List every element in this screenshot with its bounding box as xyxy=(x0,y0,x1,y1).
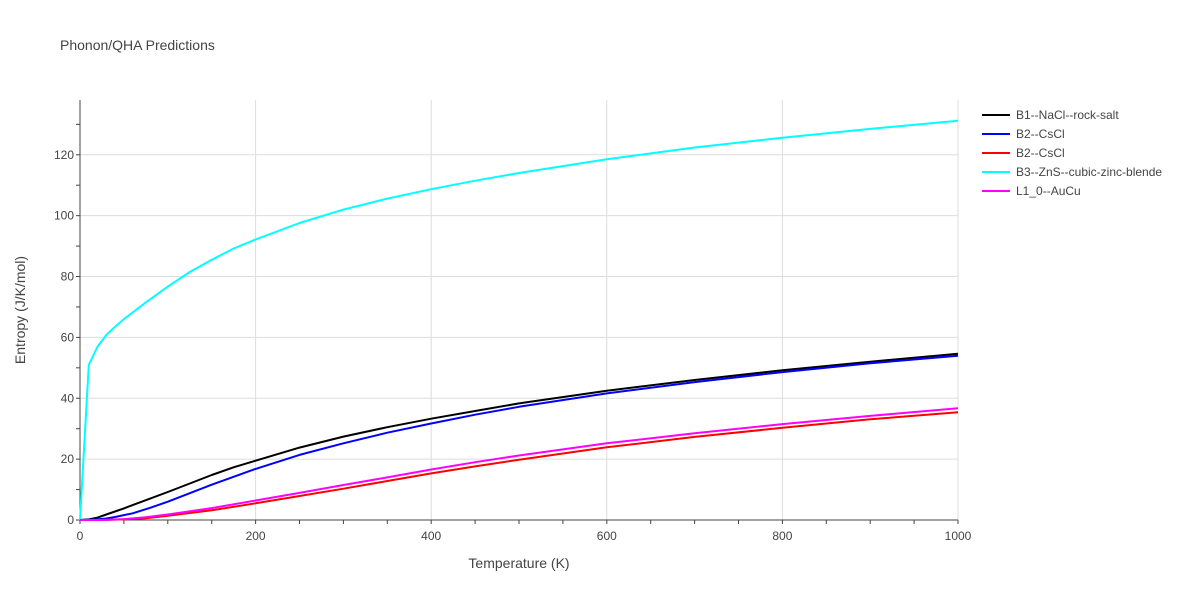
legend[interactable]: B1--NaCl--rock-salt B2--CsCl B2--CsCl B3--Z… xyxy=(982,108,1162,198)
y-tick-label: 120 xyxy=(54,148,74,162)
series-line-1 xyxy=(79,354,959,521)
legend-item-2[interactable]: B2--CsCl xyxy=(982,146,1065,160)
x-tick-label: 0 xyxy=(77,529,84,543)
series-line-2 xyxy=(80,411,959,521)
y-tick-label: 80 xyxy=(61,270,75,284)
series-group xyxy=(79,119,959,521)
chart-title: Phonon/QHA Predictions xyxy=(60,37,215,53)
y-tick-labels: 0 20 40 60 80 100 120 xyxy=(54,148,74,527)
series-line-0 xyxy=(79,352,959,521)
legend-item-3[interactable]: B3--ZnS--cubic-zinc-blende xyxy=(982,165,1162,179)
legend-label: L1_0--AuCu xyxy=(1016,184,1081,198)
y-tick-label: 40 xyxy=(61,391,75,405)
series-line-3 xyxy=(79,119,959,521)
legend-item-1[interactable]: B2--CsCl xyxy=(982,127,1065,141)
grid xyxy=(80,100,959,520)
x-tick-labels: 0 200 400 600 800 1000 xyxy=(77,529,972,543)
x-axis-label: Temperature (K) xyxy=(468,555,569,571)
legend-label: B3--ZnS--cubic-zinc-blende xyxy=(1016,165,1162,179)
legend-item-4[interactable]: L1_0--AuCu xyxy=(982,184,1081,198)
y-tick-label: 60 xyxy=(61,330,75,344)
series-line-4 xyxy=(80,407,959,521)
x-tick-label: 600 xyxy=(597,529,617,543)
legend-item-0[interactable]: B1--NaCl--rock-salt xyxy=(982,108,1119,122)
y-tick-label: 0 xyxy=(67,513,74,527)
legend-label: B1--NaCl--rock-salt xyxy=(1016,108,1119,122)
x-tick-label: 400 xyxy=(421,529,441,543)
legend-label: B2--CsCl xyxy=(1016,127,1065,141)
x-tick-label: 1000 xyxy=(945,529,972,543)
y-axis-label: Entropy (J/K/mol) xyxy=(12,256,28,364)
y-tick-label: 100 xyxy=(54,209,74,223)
x-tick-label: 800 xyxy=(772,529,792,543)
axes xyxy=(76,100,959,524)
legend-label: B2--CsCl xyxy=(1016,146,1065,160)
y-tick-label: 20 xyxy=(61,452,75,466)
x-tick-label: 200 xyxy=(246,529,266,543)
